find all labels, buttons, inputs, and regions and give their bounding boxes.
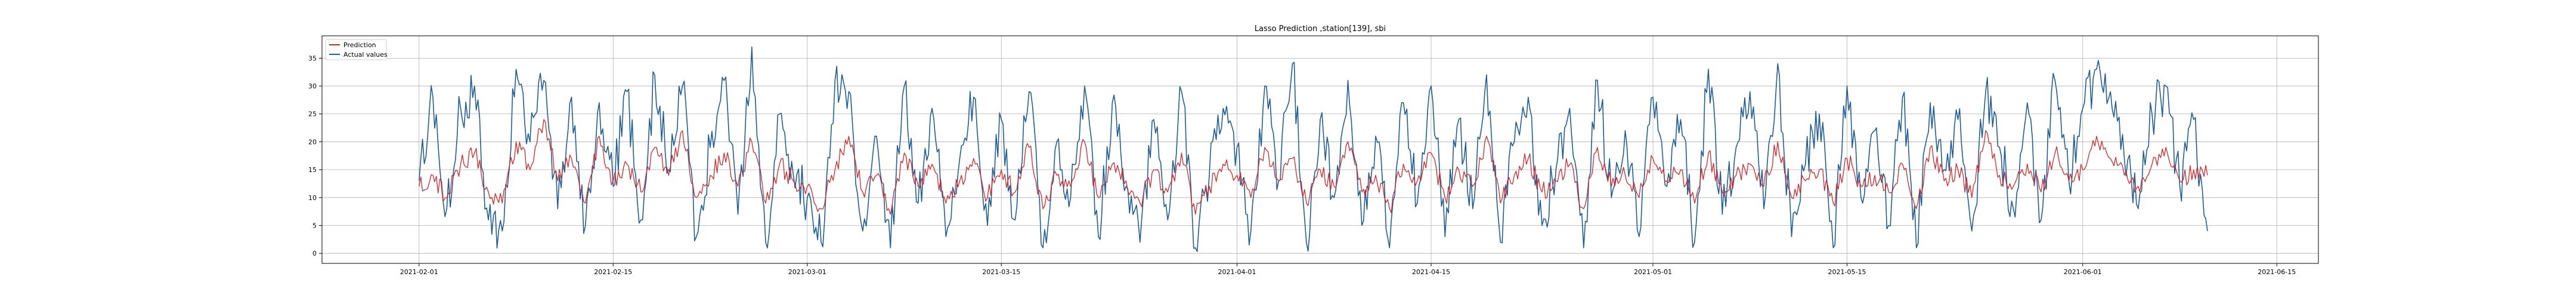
x-tick-label: 2021-05-01 — [1634, 268, 1672, 276]
y-tick-label: 0 — [312, 250, 317, 257]
axis-ticks: 2021-02-01 2021-02-15 2021-03-01 2021-03-15… — [308, 54, 2296, 276]
y-tick-label: 10 — [308, 194, 317, 202]
legend-actual-label: Actual values — [343, 51, 388, 59]
x-tick-label: 2021-04-01 — [1218, 268, 1256, 276]
x-tick-label: 2021-02-15 — [594, 268, 632, 276]
y-tick-label: 5 — [312, 222, 317, 230]
x-tick-label: 2021-03-15 — [982, 268, 1020, 276]
x-tick-label: 2021-05-15 — [1828, 268, 1866, 276]
legend-prediction-label: Prediction — [343, 41, 376, 49]
series-lines — [419, 46, 2208, 253]
y-tick-label: 20 — [308, 138, 317, 146]
y-tick-label: 35 — [308, 54, 317, 62]
prediction-line — [419, 119, 2208, 215]
y-tick-label: 15 — [308, 166, 317, 174]
y-tick-label: 25 — [308, 110, 317, 118]
x-tick-label: 2021-03-01 — [788, 268, 826, 276]
x-tick-label: 2021-06-01 — [2064, 268, 2102, 276]
x-tick-label: 2021-04-15 — [1412, 268, 1450, 276]
chart-title: Lasso Prediction ,station[139], sbi — [1255, 24, 1386, 33]
y-tick-label: 30 — [308, 82, 317, 90]
x-tick-label: 2021-02-01 — [400, 268, 438, 276]
plot-frame — [321, 35, 2319, 264]
legend: Prediction Actual values — [325, 39, 388, 60]
legend-box — [325, 39, 387, 60]
x-tick-label: 2021-06-15 — [2258, 268, 2296, 276]
